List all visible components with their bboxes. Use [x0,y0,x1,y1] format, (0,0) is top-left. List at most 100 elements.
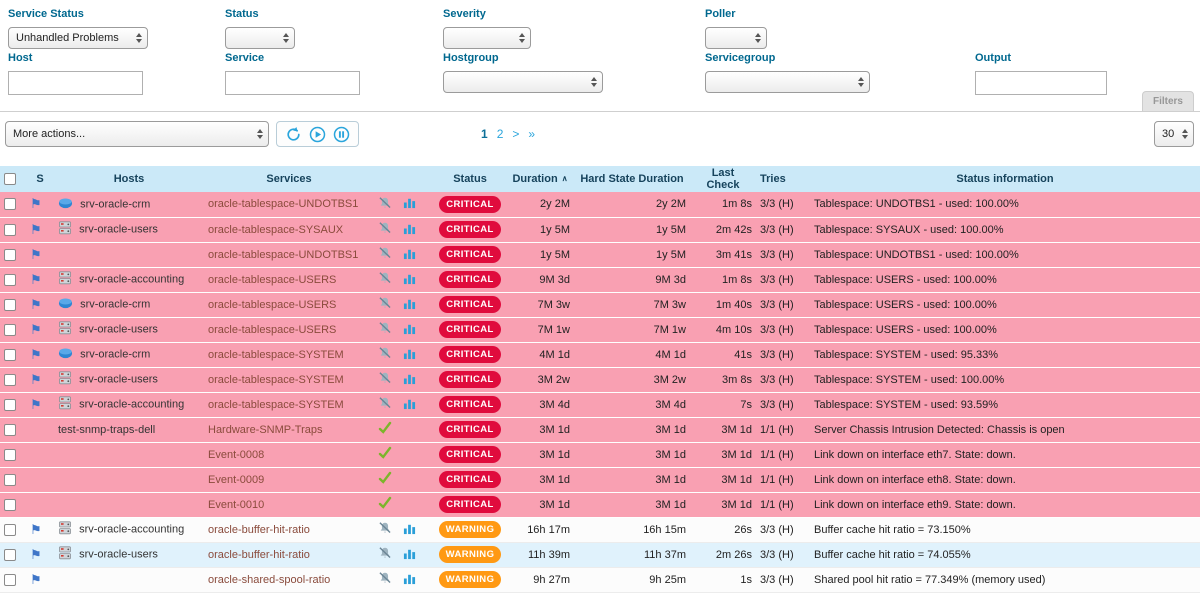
performance-graph-icon[interactable] [403,272,416,288]
row-checkbox[interactable] [4,548,16,561]
performance-graph-icon[interactable] [403,522,416,538]
service-link[interactable]: Hardware-SNMP-Traps [208,423,323,436]
service-link[interactable]: oracle-buffer-hit-ratio [208,523,310,536]
hard-state-duration-cell: 1y 5M [656,223,686,236]
status-information-cell: Server Chassis Intrusion Detected: Chass… [814,423,1065,436]
tries-cell: 3/3 (H) [760,298,794,311]
service-link[interactable]: oracle-shared-spool-ratio [208,573,331,586]
col-status-information[interactable]: Status information [810,166,1200,192]
performance-graph-icon[interactable] [403,397,416,413]
flag-icon: ⚑ [30,396,42,412]
col-duration[interactable]: Duration ∧ [506,166,574,192]
service-link[interactable]: oracle-tablespace-USERS [208,273,337,286]
host-link[interactable]: srv-oracle-crm [80,298,151,311]
status-badge: CRITICAL [439,421,501,438]
servicegroup-select[interactable] [705,71,870,93]
service-link[interactable]: oracle-buffer-hit-ratio [208,548,310,561]
passive-check-icon [378,446,392,463]
service-link[interactable]: oracle-tablespace-UNDOTBS1 [208,248,359,261]
service-row: ⚑ Event-0010 CRITICAL 3M 1d 3M 1d 3M 1 [0,492,1200,517]
tries-cell: 1/1 (H) [760,498,794,511]
page-2-link[interactable]: 2 [496,127,504,141]
filter-group-severity: Severity [443,8,531,49]
col-tries[interactable]: Tries [756,166,810,192]
host-link[interactable]: srv-oracle-crm [80,198,151,211]
performance-graph-icon[interactable] [403,572,416,588]
performance-graph-icon[interactable] [403,372,416,388]
service-link[interactable]: Event-0008 [208,448,265,461]
row-checkbox[interactable] [4,223,16,236]
severity-select[interactable] [443,27,531,49]
service-link[interactable]: oracle-tablespace-USERS [208,298,337,311]
col-icons [374,166,434,192]
performance-graph-icon[interactable] [403,347,416,363]
hostgroup-select[interactable] [443,71,603,93]
more-actions-select[interactable]: More actions... [5,121,269,147]
service-input[interactable] [225,71,360,95]
service-link[interactable]: oracle-tablespace-SYSTEM [208,348,344,361]
service-link[interactable]: oracle-tablespace-SYSTEM [208,373,344,386]
play-icon[interactable] [309,126,326,143]
notifications-muted-icon [378,321,392,338]
host-link[interactable]: srv-oracle-users [79,373,158,386]
host-link[interactable]: srv-oracle-accounting [79,398,185,411]
notifications-muted-icon [378,396,392,413]
col-s[interactable]: S [26,166,54,192]
pause-icon[interactable] [333,126,350,143]
service-status-select[interactable]: Unhandled Problems [8,27,148,49]
col-services[interactable]: Services [204,166,374,192]
performance-graph-icon[interactable] [403,547,416,563]
host-link[interactable]: srv-oracle-users [79,323,158,336]
page-1-link[interactable]: 1 [481,127,488,141]
service-link[interactable]: oracle-tablespace-SYSTEM [208,398,344,411]
service-link[interactable]: oracle-tablespace-SYSAUX [208,223,344,236]
row-checkbox[interactable] [4,198,16,211]
row-checkbox[interactable] [4,248,16,261]
row-checkbox[interactable] [4,523,16,536]
page-size-select[interactable]: 30 [1154,121,1194,147]
row-checkbox[interactable] [4,273,16,286]
performance-graph-icon[interactable] [403,322,416,338]
performance-graph-icon[interactable] [403,247,416,263]
host-link[interactable]: srv-oracle-accounting [79,273,185,286]
page-next-link[interactable]: > [512,127,520,141]
host-link[interactable]: test-snmp-traps-dell [58,423,156,436]
service-link[interactable]: Event-0010 [208,498,265,511]
filters-tab[interactable]: Filters [1141,91,1194,111]
row-checkbox[interactable] [4,498,16,511]
host-link[interactable]: srv-oracle-accounting [79,523,185,536]
row-checkbox[interactable] [4,573,16,586]
status-information-cell: Shared pool hit ratio = 77.349% (memory … [814,573,1046,586]
row-checkbox[interactable] [4,423,16,436]
row-checkbox[interactable] [4,473,16,486]
service-link[interactable]: Event-0009 [208,473,265,486]
row-checkbox[interactable] [4,398,16,411]
status-select[interactable] [225,27,295,49]
col-hosts[interactable]: Hosts [54,166,204,192]
host-link[interactable]: srv-oracle-users [79,223,158,236]
host-link[interactable]: srv-oracle-crm [80,348,151,361]
last-check-cell: 3m 8s [722,373,752,386]
row-checkbox[interactable] [4,348,16,361]
col-hard-state-duration[interactable]: Hard State Duration [574,166,690,192]
col-last-check[interactable]: Last Check [690,166,756,192]
performance-graph-icon[interactable] [403,222,416,238]
service-link[interactable]: oracle-tablespace-UNDOTBS1 [208,198,359,211]
service-link[interactable]: oracle-tablespace-USERS [208,323,337,336]
select-all-checkbox[interactable] [4,173,16,186]
host-link[interactable]: srv-oracle-users [79,548,158,561]
col-status[interactable]: Status [434,166,506,192]
poller-select[interactable] [705,27,767,49]
host-input[interactable] [8,71,143,95]
database-icon [58,347,73,362]
row-checkbox[interactable] [4,323,16,336]
hard-state-duration-cell: 9h 25m [649,573,686,586]
row-checkbox[interactable] [4,373,16,386]
performance-graph-icon[interactable] [403,196,416,212]
refresh-icon[interactable] [285,126,302,143]
row-checkbox[interactable] [4,448,16,461]
page-last-link[interactable]: » [528,127,536,141]
row-checkbox[interactable] [4,298,16,311]
performance-graph-icon[interactable] [403,297,416,313]
output-input[interactable] [975,71,1107,95]
